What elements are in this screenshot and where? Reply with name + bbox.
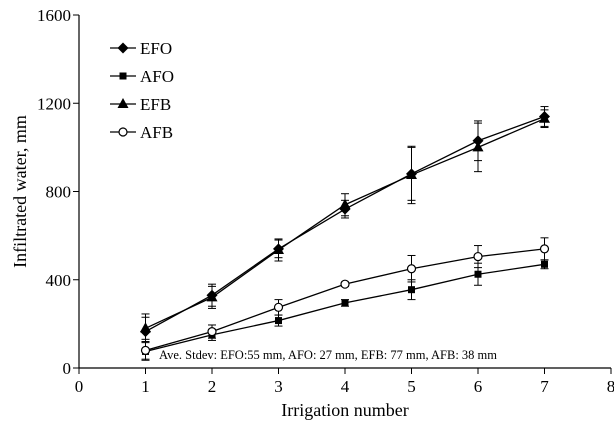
legend-item-afb: AFB xyxy=(110,123,173,142)
stdev-annotation: Ave. Stdev: EFO:55 mm, AFO: 27 mm, EFB: … xyxy=(159,348,497,362)
y-ticks: 0 400 800 1200 1600 xyxy=(37,6,79,378)
data-point-efb xyxy=(539,112,550,123)
x-tick-label: 4 xyxy=(341,377,350,396)
data-point-efb xyxy=(273,243,284,254)
data-point-afo xyxy=(408,286,415,294)
series-afb xyxy=(140,237,550,360)
legend-label-afb: AFB xyxy=(140,123,173,142)
x-tick-label: 8 xyxy=(607,377,614,396)
series-line-afo xyxy=(145,263,545,353)
y-tick-label: 0 xyxy=(63,359,72,378)
legend-marker-efb xyxy=(117,98,129,108)
x-tick-label: 3 xyxy=(274,377,283,396)
x-tick-label: 1 xyxy=(141,377,150,396)
data-point-efb xyxy=(406,168,417,179)
data-point-afb xyxy=(273,302,284,312)
data-point-afb xyxy=(406,264,417,274)
data-point-efb xyxy=(140,322,151,333)
y-axis-label: Infiltrated water, mm xyxy=(10,115,30,268)
data-point-afo xyxy=(541,260,548,268)
data-point-afo xyxy=(275,317,282,325)
legend-item-afo: AFO xyxy=(110,67,174,86)
data-point-afo xyxy=(474,270,482,278)
series-line-efb xyxy=(145,118,545,329)
series-afo xyxy=(141,259,549,361)
legend-item-efo: EFO xyxy=(110,39,172,58)
x-tick-label: 6 xyxy=(474,377,483,396)
y-tick-label: 1200 xyxy=(37,94,71,113)
legend-marker-afb xyxy=(118,127,128,137)
y-tick-label: 400 xyxy=(46,271,72,290)
data-point-efb xyxy=(206,291,218,302)
y-tick-label: 800 xyxy=(46,183,72,202)
data-point-afb xyxy=(207,326,217,337)
legend-label-afo: AFO xyxy=(140,67,174,86)
data-point-afo xyxy=(341,299,349,307)
data-point-efb xyxy=(339,198,351,209)
data-point-afb xyxy=(340,279,350,289)
legend-marker-afo xyxy=(119,72,127,80)
legend-item-efb: EFB xyxy=(110,95,171,114)
plot-area xyxy=(140,106,550,361)
x-tick-label: 7 xyxy=(540,377,549,396)
x-tick-label: 0 xyxy=(75,377,84,396)
x-axis-label: Irrigation number xyxy=(281,400,408,420)
data-point-afb xyxy=(539,244,550,254)
legend-label-efo: EFO xyxy=(140,39,172,58)
data-point-afb xyxy=(140,345,151,355)
series-efb xyxy=(140,109,550,340)
legend-marker-efo xyxy=(117,42,129,54)
data-point-efb xyxy=(472,141,484,152)
y-tick-label: 1600 xyxy=(37,6,71,25)
x-tick-label: 2 xyxy=(208,377,217,396)
legend: EFO AFO EFB AFB xyxy=(110,39,174,142)
legend-label-efb: EFB xyxy=(140,95,171,114)
x-tick-label: 5 xyxy=(407,377,416,396)
data-point-afb xyxy=(473,251,483,262)
x-ticks: 0 1 2 3 4 5 6 7 8 xyxy=(75,368,614,396)
